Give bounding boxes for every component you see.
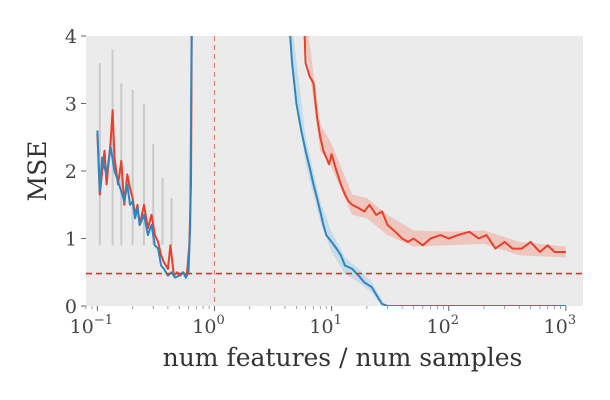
x-tick-label: 102: [427, 313, 459, 338]
y-tick-label: 0: [65, 296, 77, 318]
x-tick-label: 101: [309, 313, 341, 338]
y-axis-label: MSE: [23, 141, 52, 202]
y-tick-label: 1: [65, 229, 77, 251]
ticks: 0 1 2 3 4 10−1 100 101 102 103: [65, 26, 576, 338]
x-tick-label: 10−1: [70, 313, 113, 338]
y-tick-label: 4: [65, 26, 77, 48]
series-line: [96, 36, 193, 279]
x-tick-label: 100: [192, 313, 224, 338]
confidence-band: [304, 36, 566, 258]
confidence-band: [290, 36, 383, 306]
series-line: [289, 36, 566, 306]
reference-lines: [86, 36, 583, 306]
confidence-bands: [290, 36, 566, 306]
x-axis-label: num features / num samples: [163, 343, 523, 372]
y-tick-label: 3: [65, 94, 77, 116]
x-tick-label: 103: [544, 313, 576, 338]
y-tick-label: 2: [65, 161, 77, 183]
series-line: [303, 36, 566, 253]
